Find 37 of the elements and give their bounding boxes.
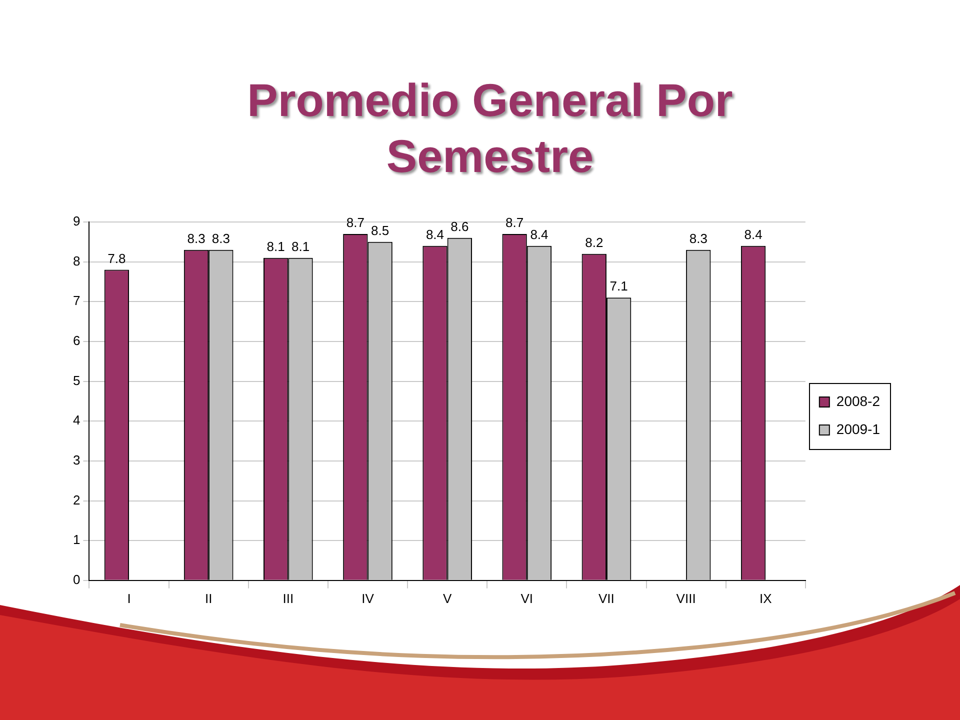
y-tick-label: 9 (72, 214, 80, 229)
y-tick-label: 2 (72, 492, 80, 508)
data-label: 8.1 (266, 238, 285, 254)
x-tick-label: VI (520, 590, 534, 606)
x-tick-label: IV (362, 590, 374, 606)
data-label: 8.3 (212, 230, 230, 246)
y-tick-label: 7 (72, 293, 80, 308)
y-tick-label: 5 (72, 372, 80, 388)
data-label: 8.6 (450, 219, 469, 234)
data-label: 8.7 (506, 215, 524, 230)
data-label: 8.7 (346, 215, 364, 230)
x-tick-label: VII (598, 590, 614, 606)
y-tick-label: 0 (72, 572, 80, 587)
legend-label: 2009-1 (836, 420, 880, 437)
y-tick-label: 6 (72, 333, 80, 348)
y-tick-label: 4 (72, 412, 80, 428)
x-tick-label: I (127, 590, 131, 606)
data-label: 8.1 (291, 238, 310, 254)
data-label: 7.8 (108, 250, 126, 266)
x-tick-label: IX (759, 590, 772, 606)
data-label: 8.4 (744, 226, 762, 242)
y-tick-label: 8 (72, 253, 80, 268)
legend-label: 2008-2 (836, 392, 880, 409)
y-tick-label: 3 (72, 452, 80, 468)
data-label: 8.3 (187, 230, 206, 246)
x-tick-label: VIII (676, 590, 696, 606)
data-label: 8.5 (371, 222, 390, 238)
x-tick-label: III (282, 590, 294, 606)
chart-title: Promedio General Por Semestre (246, 73, 734, 184)
x-tick-label: V (442, 590, 452, 606)
data-label: 8.2 (585, 234, 604, 250)
data-label: 7.1 (610, 278, 628, 294)
y-tick-label: 1 (72, 532, 80, 548)
data-label: 8.4 (530, 226, 548, 242)
data-label: 8.3 (689, 230, 708, 246)
data-label: 8.4 (426, 226, 444, 242)
x-tick-label: II (204, 590, 212, 606)
